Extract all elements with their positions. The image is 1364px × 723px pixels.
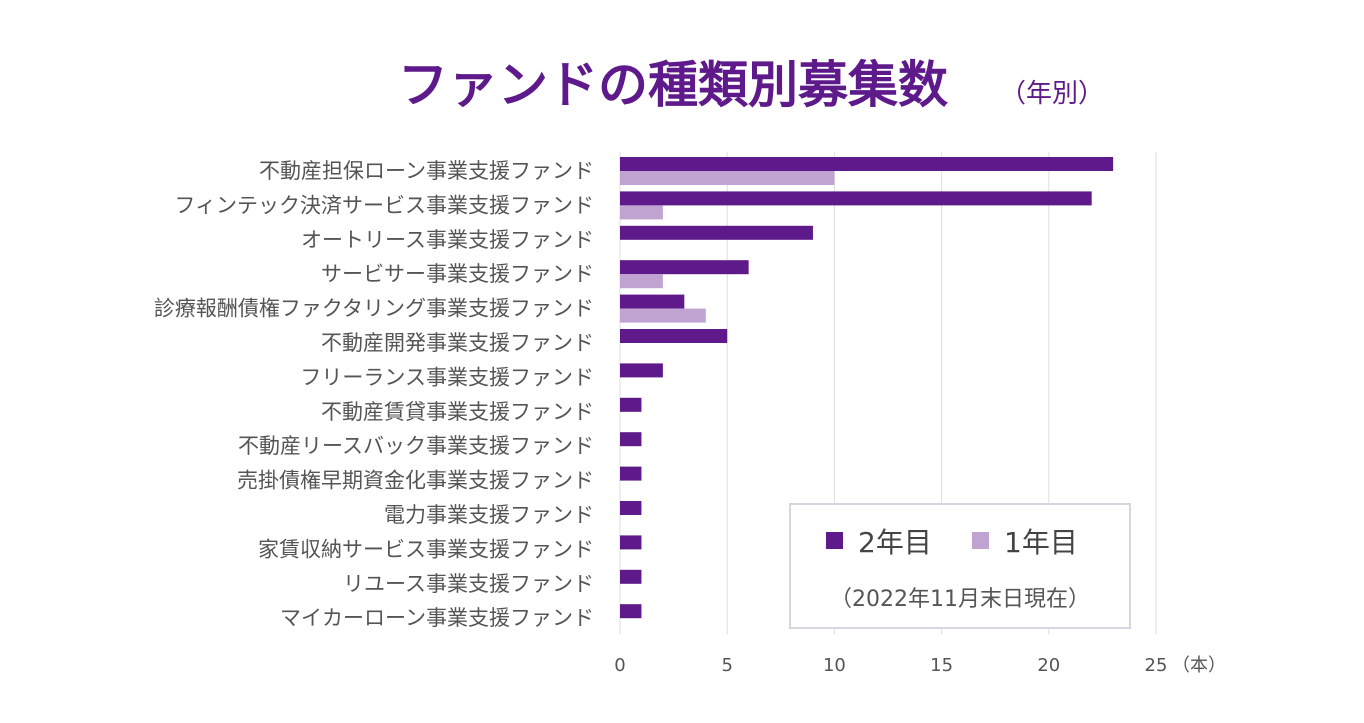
chart-title-group: ファンドの種類別募集数 （年別）: [398, 56, 1104, 114]
x-tick-label: 25: [1145, 655, 1168, 676]
bar-1st-year: [620, 205, 663, 220]
category-label: フリーランス事業支援ファンド: [300, 365, 594, 389]
bar-1st-year: [620, 274, 663, 289]
legend: 2年目 1年目 （2022年11月末日現在）: [789, 503, 1131, 629]
bar-2nd-year: [620, 535, 642, 550]
bar-2nd-year: [620, 191, 1092, 206]
bar-2nd-year: [620, 157, 1114, 171]
x-tick-label: 20: [1037, 655, 1060, 676]
x-tick-label: 10: [823, 655, 846, 676]
category-label: 診療報酬債権ファクタリング事業支援ファンド: [154, 297, 594, 321]
legend-label-1st-year: 1年目: [1004, 526, 1078, 559]
category-label: 不動産開発事業支援ファンド: [321, 331, 594, 355]
bar-2nd-year: [620, 329, 728, 343]
bar-2nd-year: [620, 363, 663, 378]
x-tick-label: 5: [721, 655, 732, 676]
category-label: リユース事業支援ファンド: [343, 572, 594, 596]
bar-2nd-year: [620, 225, 813, 240]
x-axis-unit: （本）: [1172, 655, 1226, 676]
legend-box: [789, 503, 1131, 629]
category-labels: 不動産担保ローン事業支援ファンドフィンテック決済サービス事業支援ファンドオートリ…: [154, 159, 594, 630]
category-label: 不動産賃貸事業支援ファンド: [321, 400, 594, 424]
x-tick-label: 15: [930, 655, 953, 676]
category-label: 不動産リースバック事業支援ファンド: [238, 434, 594, 458]
bars: [620, 157, 1114, 619]
bar-2nd-year: [620, 432, 642, 447]
category-label: フィンテック決済サービス事業支援ファンド: [174, 193, 594, 217]
category-label: 家賃収納サービス事業支援ファンド: [258, 537, 594, 561]
category-label: サービサー事業支援ファンド: [321, 262, 594, 286]
bar-2nd-year: [620, 397, 642, 412]
category-label: 不動産担保ローン事業支援ファンド: [259, 159, 594, 183]
bar-2nd-year: [620, 569, 642, 584]
category-label: 電力事業支援ファンド: [384, 503, 594, 527]
legend-swatch-1st-year: [972, 532, 989, 549]
category-label: オートリース事業支援ファンド: [301, 228, 594, 252]
x-axis-ticks: 0 5 10 15 20 25: [614, 655, 1167, 676]
chart-title: ファンドの種類別募集数: [398, 56, 948, 114]
bar-2nd-year: [620, 260, 749, 275]
legend-label-2nd-year: 2年目: [858, 526, 932, 559]
bar-2nd-year: [620, 604, 642, 619]
date-note: （2022年11月末日現在）: [830, 587, 1090, 612]
category-label: 売掛債権早期資金化事業支援ファンド: [237, 469, 594, 493]
chart-subtitle: （年別）: [1000, 79, 1104, 109]
bar-2nd-year: [620, 466, 642, 481]
category-label: マイカーローン事業支援ファンド: [280, 606, 594, 630]
bar-1st-year: [620, 171, 835, 185]
x-tick-label: 0: [614, 655, 625, 676]
bar-2nd-year: [620, 294, 685, 309]
bar-2nd-year: [620, 501, 642, 515]
bar-1st-year: [620, 308, 706, 323]
legend-swatch-2nd-year: [826, 532, 843, 549]
